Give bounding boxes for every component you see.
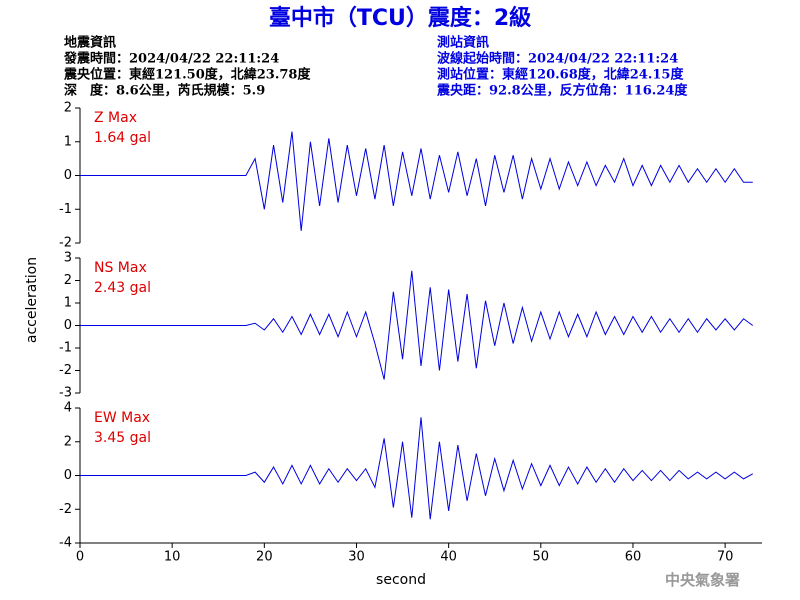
y-tick-label: -1 xyxy=(59,341,72,356)
info-right: 測站資訊 xyxy=(437,35,489,51)
x-tick-label: 30 xyxy=(348,550,365,565)
max-annotation: EW Max xyxy=(94,410,150,426)
waveform xyxy=(80,417,754,520)
x-tick-label: 10 xyxy=(164,550,181,565)
max-annotation: Z Max xyxy=(94,110,137,126)
y-tick-label: -2 xyxy=(59,236,72,251)
x-tick-label: 60 xyxy=(625,550,642,565)
y-tick-label: 1 xyxy=(64,134,72,149)
x-tick-label: 0 xyxy=(76,550,84,565)
x-tick-label: 50 xyxy=(533,550,550,565)
footer: 中央氣象署 xyxy=(665,571,740,589)
y-tick-label: 4 xyxy=(64,401,72,416)
x-tick-label: 20 xyxy=(256,550,273,565)
y-tick-label: -2 xyxy=(59,363,72,378)
max-annotation: 1.64 gal xyxy=(94,130,151,146)
max-annotation: 3.45 gal xyxy=(94,430,151,446)
y-tick-label: -1 xyxy=(59,202,72,217)
y-tick-label: 1 xyxy=(64,296,72,311)
y-tick-label: -3 xyxy=(59,386,72,401)
info-left: 深 度：8.6公里，芮氏規模：5.9 xyxy=(64,83,265,99)
y-tick-label: -2 xyxy=(59,502,72,517)
y-tick-label: 0 xyxy=(64,468,72,483)
info-right: 震央距：92.8公里，反方位角：116.24度 xyxy=(436,83,688,99)
y-tick-label: 2 xyxy=(64,101,72,116)
y-axis-label: acceleration xyxy=(24,257,40,343)
y-tick-label: 0 xyxy=(64,168,72,183)
page-title: 臺中市（TCU）震度：2級 xyxy=(269,5,531,31)
y-tick-label: -4 xyxy=(59,536,72,551)
y-tick-label: 2 xyxy=(64,434,72,449)
x-axis-label: second xyxy=(376,572,426,588)
info-left: 發震時間：2024/04/22 22:11:24 xyxy=(63,51,279,67)
max-annotation: 2.43 gal xyxy=(94,280,151,296)
info-left: 震央位置：東經121.50度，北緯23.78度 xyxy=(63,67,311,83)
max-annotation: NS Max xyxy=(94,260,147,276)
x-tick-label: 70 xyxy=(717,550,734,565)
waveform xyxy=(80,131,753,231)
y-tick-label: 2 xyxy=(64,273,72,288)
x-tick-label: 40 xyxy=(440,550,457,565)
info-right: 波線起始時間：2024/04/22 22:11:24 xyxy=(437,51,678,67)
info-right: 測站位置：東經120.68度，北緯24.15度 xyxy=(437,67,684,83)
info-left: 地震資訊 xyxy=(64,35,116,51)
y-tick-label: 0 xyxy=(64,318,72,333)
y-tick-label: 3 xyxy=(64,251,72,266)
waveform xyxy=(80,270,754,380)
